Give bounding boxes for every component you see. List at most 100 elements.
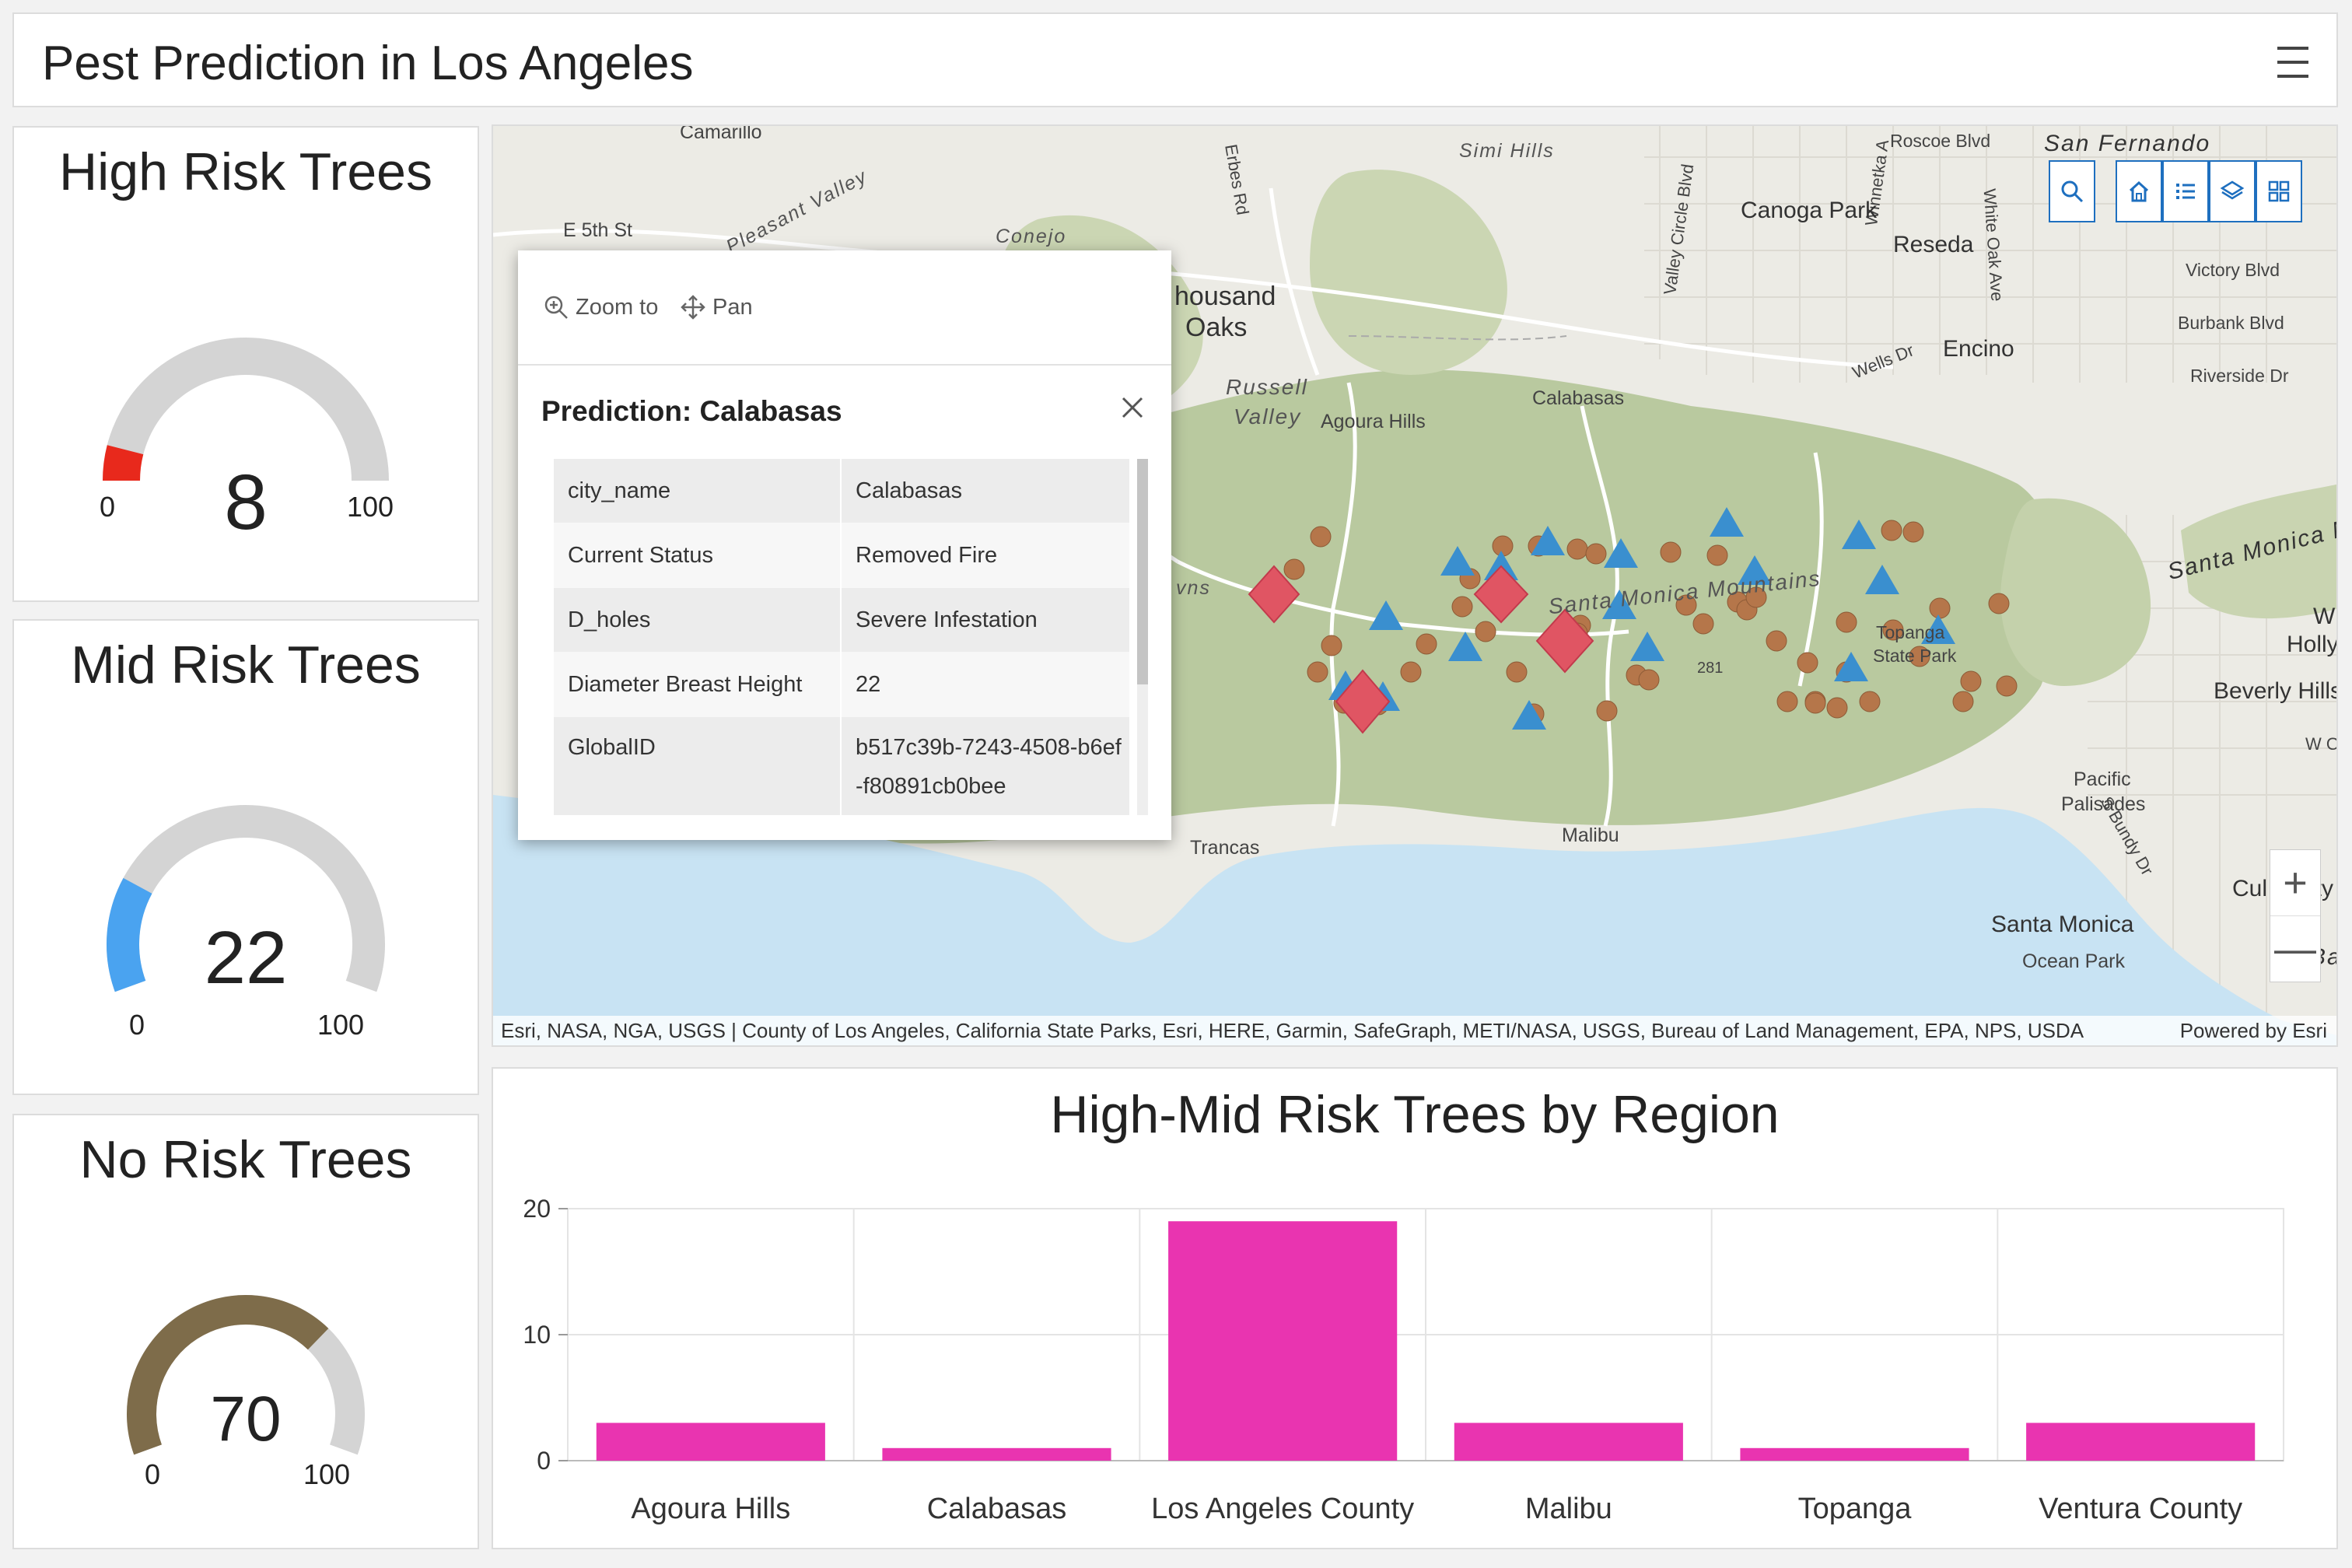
x-tick-label: Ventura County [2039, 1493, 2242, 1525]
table-row: D_holes Severe Infestation [554, 588, 1129, 652]
gauge-title: No Risk Trees [79, 1130, 412, 1189]
map-label: Russell [1226, 375, 1308, 399]
powered-by-link[interactable]: Powered by Esri [2179, 1019, 2327, 1042]
hamburger-menu-icon[interactable] [2277, 47, 2308, 78]
map-label: Encino [1943, 336, 2014, 362]
attribute-value: 22 [856, 672, 881, 697]
map-label: Valley [1234, 404, 1302, 429]
map-label: San Fernando [2044, 131, 2211, 156]
zoom-controls: + — [2270, 849, 2321, 982]
map-label: Cul [2232, 876, 2268, 901]
close-icon[interactable] [1114, 389, 1151, 426]
gauge-max-label: 100 [317, 1009, 364, 1041]
x-tick-label: Malibu [1525, 1493, 1612, 1525]
map-label: Conejo [996, 226, 1067, 247]
zoom-to-button[interactable]: Zoom to [543, 294, 658, 320]
bar-los-angeles-county[interactable] [1168, 1221, 1398, 1461]
map-label: Roscoe Blvd [1890, 131, 1991, 151]
map-view[interactable]: Camarillo Pleasant Valley E 5th St Conej… [492, 124, 2338, 1047]
gauge-min-label: 0 [129, 1009, 145, 1041]
home-icon[interactable] [2116, 160, 2162, 222]
attribute-value: Calabasas [856, 478, 963, 503]
zoom-out-button[interactable]: — [2270, 915, 2320, 982]
gauge-high-risk: High Risk Trees 8 0 100 [12, 126, 479, 602]
pan-label: Pan [712, 294, 753, 320]
zoom-to-label: Zoom to [576, 294, 659, 320]
popup-title: Prediction: Calabasas [541, 395, 842, 427]
x-tick-label: Los Angeles County [1151, 1493, 1414, 1525]
map-label: Oaks [1185, 313, 1248, 342]
gauge-value: 22 [205, 916, 288, 999]
feature-popup: Zoom to Pan Prediction: Calabasas city_n… [518, 250, 1171, 840]
attribution-text: Esri, NASA, NGA, USGS | County of Los An… [501, 1019, 2084, 1042]
gauge-dial: 70 0 100 [127, 1295, 365, 1490]
map-label: Trancas [1190, 837, 1260, 859]
gauge-fill [127, 1295, 329, 1455]
bar-agoura-hills[interactable] [596, 1423, 825, 1461]
attribute-key: Diameter Breast Height [554, 652, 842, 717]
attribute-table: city_name Calabasas Current Status Remov… [554, 459, 1129, 815]
gauge-no-risk: No Risk Trees 70 0 100 [12, 1114, 479, 1549]
pan-arrows-icon [681, 295, 705, 320]
popup-scrollbar[interactable] [1137, 459, 1148, 815]
table-row: Diameter Breast Height 22 [554, 652, 1129, 717]
map-label: E 5th St [563, 219, 632, 241]
map-widget-toolbar [2116, 160, 2302, 222]
map-label: Reseda [1893, 232, 1974, 257]
map-label: Victory Blvd [2186, 260, 2280, 280]
map-label: Camarillo [680, 124, 762, 143]
bar-calabasas[interactable] [882, 1447, 1111, 1461]
map-label: Palisades [2061, 793, 2146, 815]
pan-button[interactable]: Pan [680, 294, 753, 320]
map-label: Beverly Hills [2214, 678, 2338, 704]
map-label: vns [1176, 577, 1211, 599]
search-icon[interactable] [2049, 160, 2095, 222]
gauge-mid-risk: Mid Risk Trees 22 0 100 [12, 619, 479, 1095]
chart-title: High-Mid Risk Trees by Region [1050, 1085, 1780, 1144]
gauge-dial: 22 0 100 [107, 805, 385, 1041]
app-header: Pest Prediction in Los Angeles [12, 12, 2338, 107]
attribute-key: city_name [554, 459, 842, 523]
scrollbar-thumb[interactable] [1137, 459, 1148, 684]
gauge-title: Mid Risk Trees [71, 635, 421, 695]
popup-actions: Zoom to Pan [518, 250, 1171, 366]
x-tick-label: Agoura Hills [631, 1493, 790, 1525]
map-search-toolbar [2049, 160, 2095, 222]
attribute-value: Removed Fire [856, 543, 998, 568]
attribute-key: Current Status [554, 523, 842, 588]
legend-icon[interactable] [2162, 160, 2209, 222]
bar-malibu[interactable] [1454, 1423, 1683, 1461]
gauge-fill [107, 877, 152, 992]
x-tick-label: Calabasas [927, 1493, 1067, 1525]
map-label: Santa Monica [1991, 912, 2134, 937]
gauge-track [103, 338, 389, 481]
gauge-fill [103, 445, 144, 481]
y-tick-label: 20 [523, 1195, 551, 1223]
map-label: W [2313, 604, 2336, 629]
map-label: Riverside Dr [2190, 366, 2289, 386]
map-label: housand [1174, 282, 1276, 311]
map-label: Canoga Park [1741, 198, 1878, 223]
map-label: Ocean Park [2022, 950, 2126, 972]
bar-ventura-county[interactable] [2026, 1423, 2256, 1461]
map-label: Simi Hills [1459, 140, 1555, 162]
basemap-gallery-icon[interactable] [2256, 160, 2302, 222]
gauge-title: High Risk Trees [59, 142, 432, 201]
gauge-value: 8 [224, 459, 268, 546]
layers-icon[interactable] [2209, 160, 2256, 222]
gauge-value: 70 [210, 1384, 281, 1454]
page-title: Pest Prediction in Los Angeles [42, 37, 694, 90]
map-label: W O [2305, 734, 2338, 754]
y-tick-label: 0 [537, 1447, 551, 1475]
map-label: Topanga [1876, 622, 1945, 642]
table-row: Current Status Removed Fire [554, 523, 1129, 588]
map-label: Holly [2287, 632, 2338, 657]
attribute-value: b517c39b-7243-4508-b6ef-f80891cb0bee [856, 735, 1122, 799]
bar-topanga[interactable] [1740, 1447, 1969, 1461]
map-label: Agoura Hills [1321, 411, 1426, 432]
map-label: 281 [1697, 660, 1724, 677]
zoom-in-button[interactable]: + [2283, 859, 2308, 906]
attribute-key: GlobalID [554, 717, 842, 815]
gauge-max-label: 100 [303, 1458, 350, 1490]
map-label: State Park [1873, 646, 1957, 666]
